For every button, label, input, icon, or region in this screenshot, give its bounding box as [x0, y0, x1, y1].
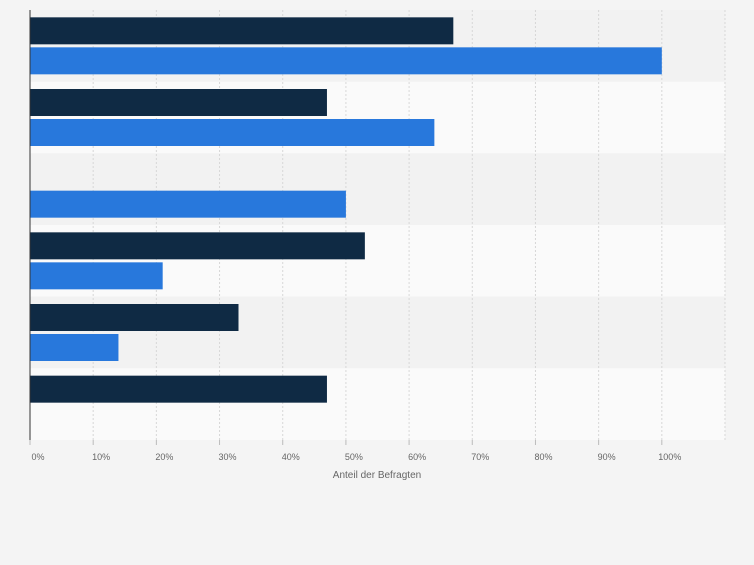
bar: [30, 232, 365, 260]
category-bands: [30, 10, 725, 440]
x-tick-labels: 0% 10% 20% 30% 40% 50% 60% 70% 80% 90% 100%: [29, 440, 681, 462]
bar: [30, 89, 327, 116]
x-tick-label: 30%: [219, 452, 237, 462]
bars: [30, 17, 662, 403]
x-tick-label: 70%: [471, 452, 489, 462]
bar: [30, 119, 435, 146]
bar: [30, 304, 239, 331]
x-tick-label: 0%: [31, 452, 44, 462]
x-tick-label: 90%: [598, 452, 616, 462]
x-tick-label: 10%: [92, 452, 110, 462]
bar: [30, 334, 119, 361]
x-tick-label: 20%: [155, 452, 173, 462]
x-tick-label: 40%: [282, 452, 300, 462]
bar: [30, 190, 346, 218]
x-tick-label: 60%: [408, 452, 426, 462]
x-tick-label: 100%: [658, 452, 681, 462]
bar: [30, 262, 163, 290]
x-tick-label: 80%: [534, 452, 552, 462]
bar: [30, 17, 454, 45]
x-axis-label: Anteil der Befragten: [333, 470, 421, 481]
x-tick-label: 50%: [345, 452, 363, 462]
bar: [30, 375, 327, 403]
bar: [30, 47, 662, 75]
